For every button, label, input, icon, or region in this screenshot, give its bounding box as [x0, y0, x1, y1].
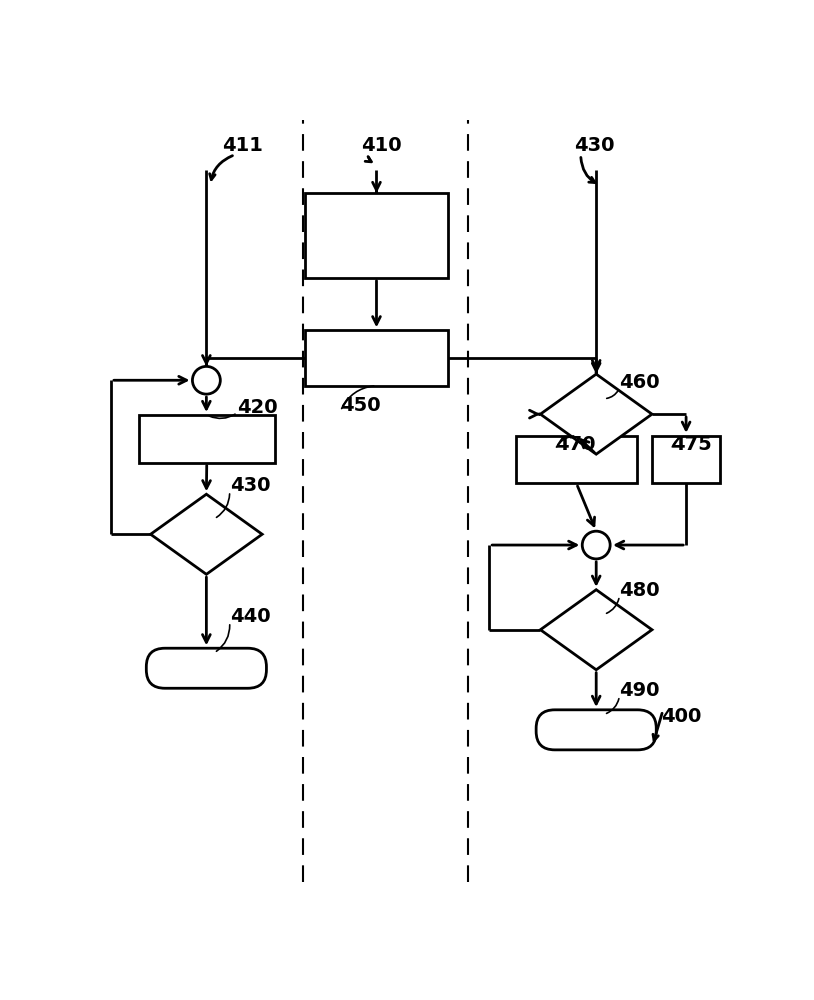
Text: 400: 400 — [661, 707, 702, 726]
FancyBboxPatch shape — [139, 415, 274, 463]
FancyBboxPatch shape — [536, 710, 656, 750]
FancyBboxPatch shape — [304, 330, 449, 386]
FancyBboxPatch shape — [516, 436, 637, 483]
Text: 460: 460 — [619, 373, 660, 392]
Circle shape — [192, 366, 221, 394]
Text: 470: 470 — [555, 435, 596, 454]
Text: 410: 410 — [361, 136, 402, 155]
FancyBboxPatch shape — [652, 436, 720, 483]
FancyBboxPatch shape — [147, 648, 266, 688]
Circle shape — [582, 531, 610, 559]
Polygon shape — [540, 374, 652, 454]
Polygon shape — [151, 494, 262, 574]
Text: 420: 420 — [238, 398, 278, 417]
Text: 480: 480 — [619, 581, 660, 600]
Text: 430: 430 — [575, 136, 615, 155]
Text: 450: 450 — [340, 396, 381, 415]
Text: 490: 490 — [619, 681, 660, 700]
FancyBboxPatch shape — [304, 193, 449, 278]
Text: 430: 430 — [230, 476, 270, 495]
Text: 411: 411 — [222, 136, 263, 155]
Polygon shape — [540, 590, 652, 670]
Text: 475: 475 — [672, 435, 712, 454]
Text: 440: 440 — [230, 607, 270, 626]
